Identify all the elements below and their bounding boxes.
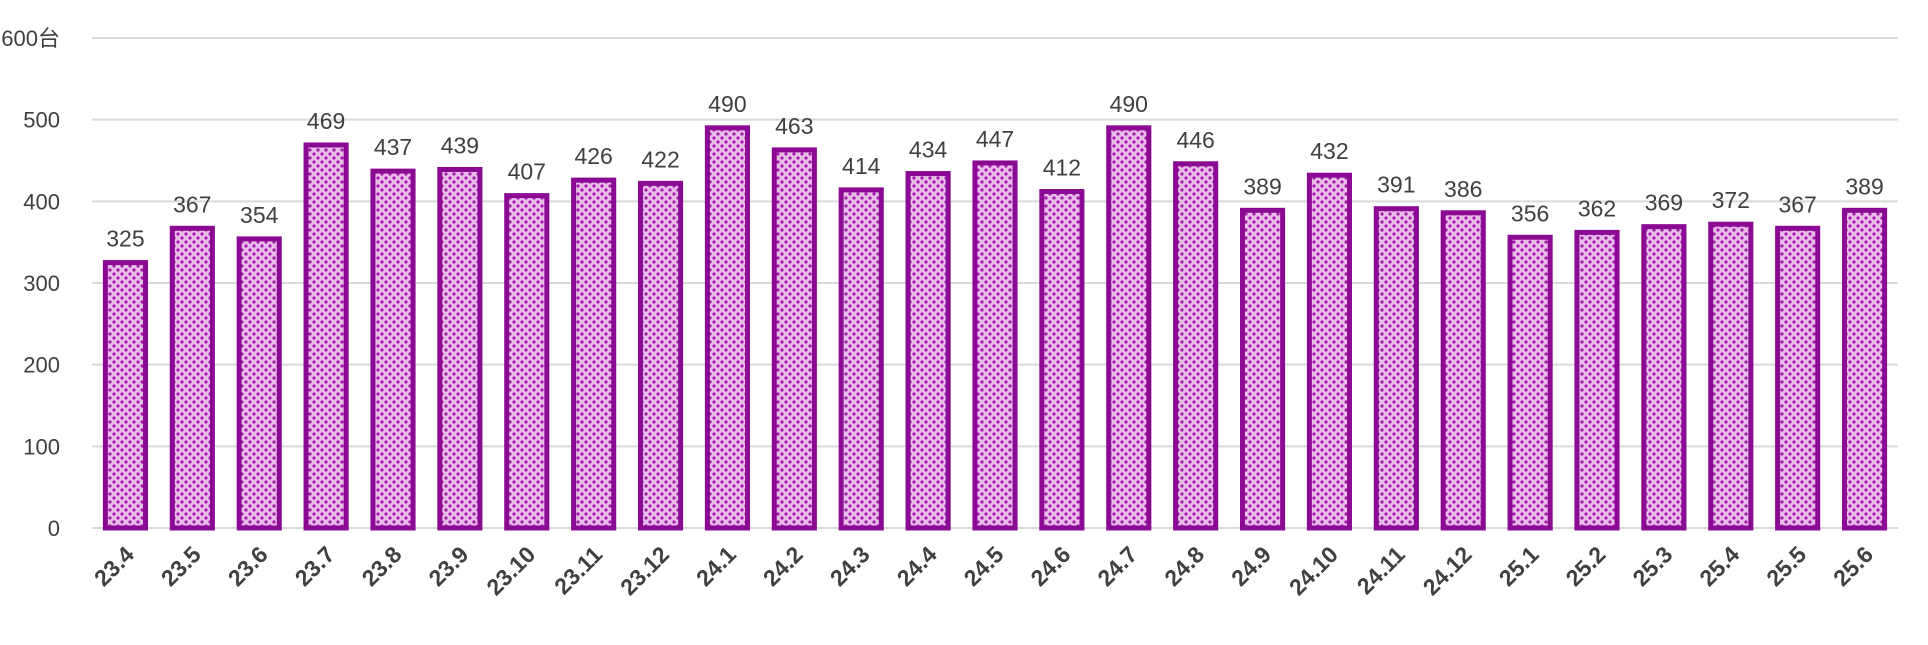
y-tick-label: 600台	[1, 26, 60, 51]
data-label: 369	[1645, 190, 1683, 216]
x-tick-label: 23.11	[549, 541, 607, 599]
y-tick-label: 100	[23, 434, 60, 459]
x-tick-label: 24.1	[691, 541, 741, 591]
bar	[102, 260, 149, 531]
bar	[1106, 125, 1152, 531]
bar	[1641, 224, 1687, 531]
bar	[972, 160, 1018, 531]
x-tick-label: 25.4	[1694, 541, 1744, 591]
bar	[1708, 221, 1754, 531]
data-label: 447	[976, 126, 1014, 152]
bar	[1440, 210, 1486, 531]
bar	[905, 171, 951, 531]
bar	[1239, 207, 1286, 531]
bar	[1574, 229, 1620, 531]
bar	[437, 166, 483, 531]
data-label: 367	[173, 191, 211, 217]
x-tick-label: 24.3	[825, 541, 875, 591]
data-label: 367	[1778, 191, 1816, 217]
data-label: 469	[307, 108, 345, 134]
x-tick-label: 24.9	[1226, 541, 1276, 591]
data-label: 426	[574, 143, 612, 169]
data-label: 490	[708, 91, 746, 117]
bar	[370, 168, 416, 531]
bar	[704, 125, 751, 531]
bars	[102, 125, 1888, 531]
bar	[1306, 172, 1353, 531]
data-label: 356	[1511, 200, 1549, 226]
x-tick-label: 24.6	[1025, 541, 1075, 591]
x-tick-label: 23.9	[423, 541, 473, 591]
y-tick-label: 0	[48, 516, 60, 541]
x-tick-label: 24.8	[1159, 541, 1209, 591]
x-tick-label: 24.2	[758, 541, 808, 591]
data-label: 414	[842, 153, 881, 179]
data-label: 490	[1110, 91, 1148, 117]
bar	[236, 236, 282, 531]
bar	[571, 177, 617, 531]
data-label: 354	[240, 202, 279, 228]
x-axis-ticks: 23.4 23.5 23.6 23.7 23.8 23.9 23.10 23.11 23.12 2…	[89, 541, 1878, 600]
x-tick-label: 25.3	[1627, 541, 1677, 591]
bar	[637, 180, 684, 531]
bar	[1841, 207, 1888, 531]
y-tick-label: 200	[23, 353, 60, 378]
bar	[1373, 206, 1419, 531]
data-label: 362	[1578, 195, 1616, 221]
x-tick-label: 23.10	[481, 541, 540, 600]
x-tick-label: 24.10	[1284, 541, 1343, 600]
data-label: 389	[1845, 173, 1883, 199]
x-tick-label: 25.1	[1494, 541, 1544, 591]
data-label: 372	[1712, 187, 1750, 213]
bar	[771, 147, 817, 531]
bar	[1507, 234, 1553, 531]
y-tick-label: 400	[23, 189, 60, 214]
data-label: 437	[374, 134, 412, 160]
bar	[1775, 225, 1821, 531]
x-tick-label: 24.5	[958, 541, 1008, 591]
y-tick-label: 500	[23, 108, 60, 133]
data-label: 407	[508, 159, 546, 185]
bar	[1173, 161, 1219, 531]
x-tick-label: 23.7	[290, 541, 340, 591]
bar	[504, 193, 550, 531]
bar	[838, 187, 884, 531]
data-label: 446	[1176, 127, 1214, 153]
bar	[169, 225, 215, 531]
bar	[1039, 189, 1085, 531]
data-label: 463	[775, 113, 813, 139]
data-label: 434	[909, 137, 948, 163]
data-labels: 325 367 354 469 437 439 407 426 422 490 463 414 434 4…	[106, 91, 1883, 252]
x-tick-label: 23.5	[156, 541, 206, 591]
data-label: 439	[441, 132, 479, 158]
data-label: 432	[1310, 138, 1348, 164]
data-label: 325	[106, 226, 144, 252]
x-tick-label: 24.7	[1092, 541, 1142, 591]
bar	[303, 142, 349, 531]
y-tick-label: 300	[23, 271, 60, 296]
data-label: 412	[1043, 155, 1081, 181]
data-label: 391	[1377, 172, 1415, 198]
x-tick-label: 24.12	[1418, 541, 1477, 600]
x-tick-label: 23.4	[89, 541, 139, 591]
x-tick-label: 23.12	[615, 541, 674, 600]
x-tick-label: 23.8	[356, 541, 406, 591]
x-tick-label: 25.6	[1828, 541, 1878, 591]
x-tick-label: 24.11	[1352, 541, 1410, 599]
data-label: 422	[641, 146, 679, 172]
data-label: 386	[1444, 176, 1482, 202]
data-label: 389	[1243, 173, 1281, 199]
x-tick-label: 25.5	[1761, 541, 1811, 591]
y-axis-ticks: 0 100 200 300 400 500 600台	[1, 26, 60, 541]
x-tick-label: 25.2	[1560, 541, 1610, 591]
x-tick-label: 23.6	[223, 541, 273, 591]
x-tick-label: 24.4	[892, 541, 942, 591]
